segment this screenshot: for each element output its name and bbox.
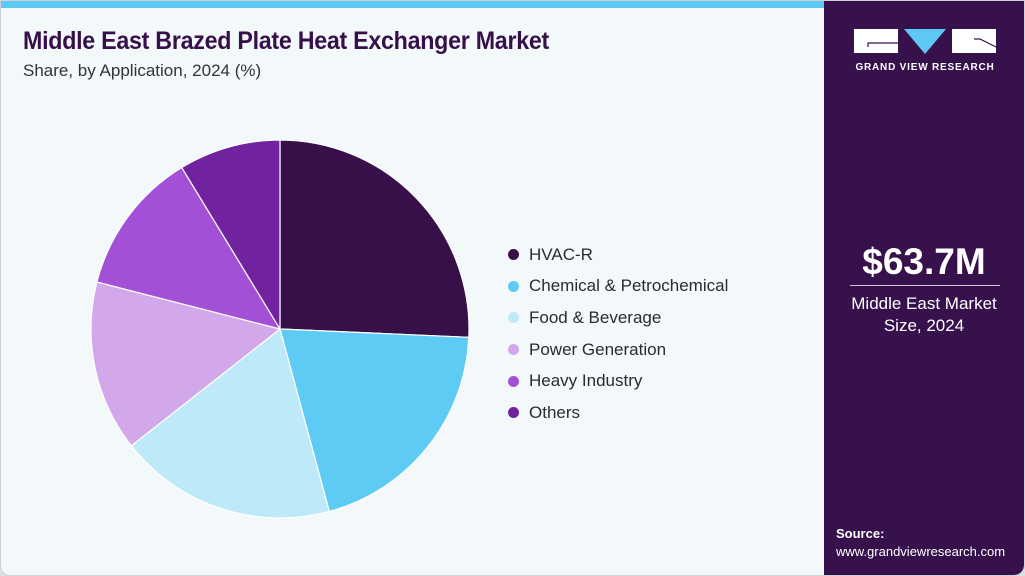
source-link[interactable]: www.grandviewresearch.com: [836, 544, 1006, 559]
legend-dot-icon: [508, 249, 519, 261]
pie-slice-power-generation: [90, 281, 282, 447]
source-label: Source:: [836, 526, 885, 541]
legend-dot-icon: [508, 407, 519, 419]
legend: HVAC-R Chemical & Petrochemical Food & B…: [508, 239, 728, 429]
legend-item-hvac-r: HVAC-R: [508, 239, 728, 271]
pie-slice-others: [180, 139, 281, 332]
legend-item-heavy-industry: Heavy Industry: [508, 365, 728, 397]
legend-label: Heavy Industry: [529, 371, 643, 391]
market-size-value: $63.7M: [862, 241, 986, 282]
legend-dot-icon: [508, 280, 519, 292]
chart-title: Middle East Brazed Plate Heat Exchanger …: [23, 27, 549, 55]
chart-subtitle: Share, by Application, 2024 (%): [23, 61, 262, 80]
pie-slice-heavy-industry: [96, 166, 282, 330]
market-label-line1: Middle East Market: [851, 294, 997, 313]
legend-label: Others: [529, 402, 581, 422]
pie-chart: [86, 135, 476, 525]
legend-label: HVAC-R: [529, 244, 593, 264]
pie-slice-food-beverage: [130, 327, 331, 519]
pie-slice-chemical-petrochemical: [279, 328, 470, 513]
pie-svg: [90, 139, 470, 519]
legend-dot-icon: [508, 344, 519, 356]
legend-item-chemical-petrochemical: Chemical & Petrochemical: [508, 271, 728, 303]
legend-label: Food & Beverage: [529, 307, 662, 327]
legend-dot-icon: [508, 312, 519, 324]
market-label-line2: Size, 2024: [883, 316, 965, 335]
legend-item-power-generation: Power Generation: [508, 334, 728, 366]
gvr-logo-icon: [854, 29, 997, 54]
legend-label: Chemical & Petrochemical: [529, 276, 729, 296]
divider: [850, 285, 1000, 286]
side-panel: GRAND VIEW RESEARCH $63.7M Middle East M…: [824, 1, 1024, 575]
legend-item-food-beverage: Food & Beverage: [508, 302, 728, 334]
legend-item-others: Others: [508, 397, 728, 429]
accent-bar: [1, 1, 824, 8]
market-size-label: Middle East Market Size, 2024: [824, 293, 1024, 337]
legend-dot-icon: [508, 375, 519, 387]
brand-name: GRAND VIEW RESEARCH: [855, 62, 995, 73]
pie-slice-hvac-r: [279, 139, 470, 338]
grand-view-research-logo: GRAND VIEW RESEARCH: [854, 27, 997, 73]
legend-label: Power Generation: [529, 339, 667, 359]
